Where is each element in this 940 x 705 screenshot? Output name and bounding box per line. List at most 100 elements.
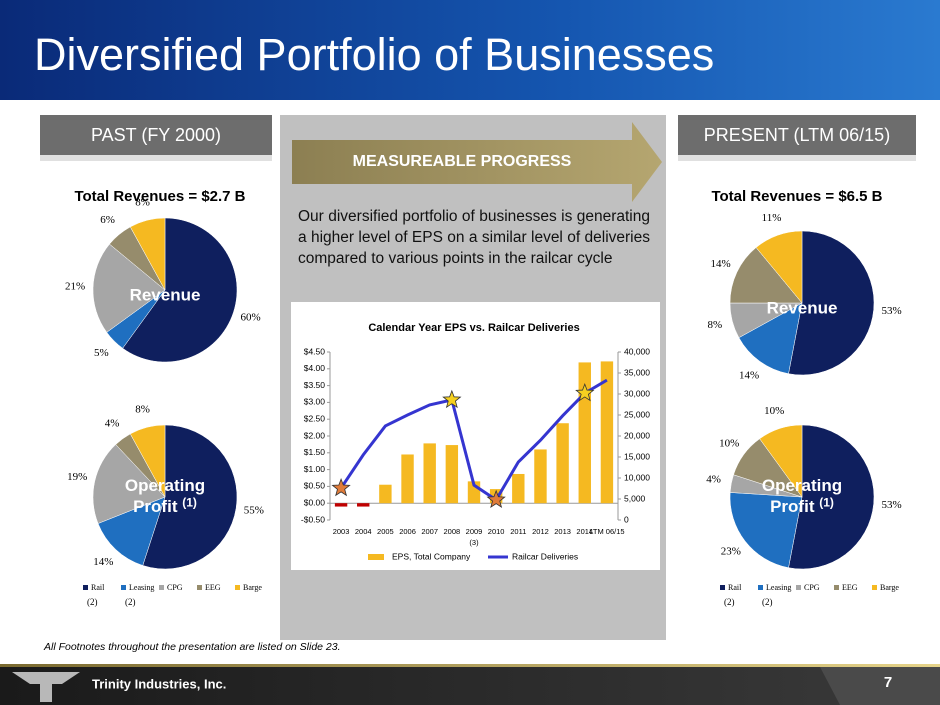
legend-swatch — [83, 585, 88, 590]
legend-label: Rail — [91, 583, 105, 592]
pie-slice — [729, 492, 803, 569]
center-label: Revenue — [130, 285, 201, 304]
left-heading: PAST (FY 2000) — [91, 125, 221, 145]
slice-label: 4% — [105, 418, 120, 430]
legend-label: EPS, Total Company — [392, 551, 471, 561]
slice-label: 23% — [721, 546, 741, 558]
footer-line — [0, 664, 940, 667]
pie-slice — [788, 424, 875, 570]
slice-label: 8% — [135, 196, 150, 208]
y2-tick-label: 10,000 — [624, 472, 650, 482]
slide-title: Diversified Portfolio of Businesses — [34, 29, 714, 80]
x-tick-label: 2014 — [576, 527, 593, 536]
legend-swatch — [235, 585, 240, 590]
y2-tick-label: 5,000 — [624, 493, 646, 503]
title-banner — [0, 0, 940, 100]
eps-bar — [512, 473, 525, 504]
legend-label: CPG — [167, 583, 183, 592]
x-tick-label: LTM 06/15 — [589, 527, 624, 536]
legend-label: Railcar Deliveries — [512, 551, 578, 561]
slice-label: 5% — [94, 347, 109, 359]
y-tick-label: $4.50 — [304, 346, 326, 356]
x-tick-label: 2009 — [466, 527, 483, 536]
y-tick-label: $2.00 — [304, 430, 326, 440]
slice-label: 4% — [706, 474, 721, 486]
pie-slice — [129, 424, 166, 498]
arrow-label: MEASUREABLE PROGRESS — [353, 153, 572, 170]
eps-bar — [334, 503, 348, 507]
pie-slice — [755, 230, 803, 304]
pie-slice — [729, 247, 803, 304]
right-heading-bg — [678, 115, 916, 155]
eps-bar — [401, 454, 414, 504]
slice-label: 10% — [719, 438, 739, 450]
legend-swatch — [834, 585, 839, 590]
pie-slice — [92, 444, 166, 524]
pie-slice — [92, 243, 166, 333]
y2-tick-label: 15,000 — [624, 451, 650, 461]
y2-tick-label: 30,000 — [624, 388, 650, 398]
y2-tick-label: 20,000 — [624, 430, 650, 440]
legend-swatch — [159, 585, 164, 590]
slice-label: 8% — [135, 403, 150, 415]
pie-slice — [129, 217, 166, 291]
y2-tick-label: 35,000 — [624, 367, 650, 377]
center-label: Profit (1) — [133, 496, 197, 516]
legend-swatch — [872, 585, 877, 590]
combo-title: Calendar Year EPS vs. Railcar Deliveries — [368, 322, 579, 334]
eps-bar — [556, 423, 569, 504]
slice-label: 10% — [764, 405, 784, 417]
legend-label: Barge — [243, 583, 262, 592]
x-tick-label: 2007 — [421, 527, 438, 536]
eps-bar — [534, 449, 547, 504]
slice-label: 6% — [100, 214, 115, 226]
footer-bar — [0, 664, 940, 705]
description: Our diversified portfolio of businesses … — [298, 208, 650, 267]
legend-swatch — [121, 585, 126, 590]
y2-tick-label: 40,000 — [624, 346, 650, 356]
x-tick-note: (3) — [469, 538, 479, 547]
x-tick-label: 2005 — [377, 527, 394, 536]
pie-slice — [759, 424, 803, 498]
x-tick-label: 2011 — [510, 527, 526, 536]
slice-label: 14% — [739, 369, 759, 381]
left-heading-shadow — [40, 155, 272, 161]
legend-note: (2) — [87, 597, 98, 607]
right-total: Total Revenues = $6.5 B — [711, 188, 882, 205]
center-label: Operating — [762, 476, 842, 495]
y-tick-label: $3.00 — [304, 397, 326, 407]
slice-label: 19% — [67, 471, 87, 483]
pie-slice — [738, 302, 803, 375]
legend-label: Leasing — [766, 583, 791, 592]
right-heading: PRESENT (LTM 06/15) — [704, 125, 890, 145]
combo-chart-bg — [291, 302, 660, 570]
legend-note: (2) — [125, 597, 136, 607]
legend-note: (2) — [724, 597, 735, 607]
legend-label: EEG — [205, 583, 221, 592]
y2-tick-label: 0 — [624, 514, 629, 524]
legend-label: EEG — [842, 583, 858, 592]
slice-label: 21% — [65, 281, 85, 293]
star-marker — [486, 489, 506, 509]
star-marker — [442, 389, 462, 409]
eps-bar — [445, 445, 459, 504]
y-tick-label: $1.50 — [304, 447, 326, 457]
legend-label: Barge — [880, 583, 899, 592]
company-name: Trinity Industries, Inc. — [92, 676, 226, 691]
eps-bar — [423, 443, 436, 504]
logo — [12, 672, 80, 702]
footnote: All Footnotes throughout the presentatio… — [43, 641, 341, 653]
legend-note: (2) — [762, 597, 773, 607]
pie-slice — [122, 217, 238, 363]
legend-label: Leasing — [129, 583, 154, 592]
slice-label: 53% — [882, 499, 902, 511]
legend-label: Rail — [728, 583, 742, 592]
y-tick-label: $1.00 — [304, 464, 326, 474]
x-tick-label: 2008 — [444, 527, 461, 536]
y2-tick-label: 25,000 — [624, 409, 650, 419]
legend-swatch — [197, 585, 202, 590]
legend-swatch — [796, 585, 801, 590]
pie-slice — [142, 424, 238, 570]
legend-label: CPG — [804, 583, 820, 592]
